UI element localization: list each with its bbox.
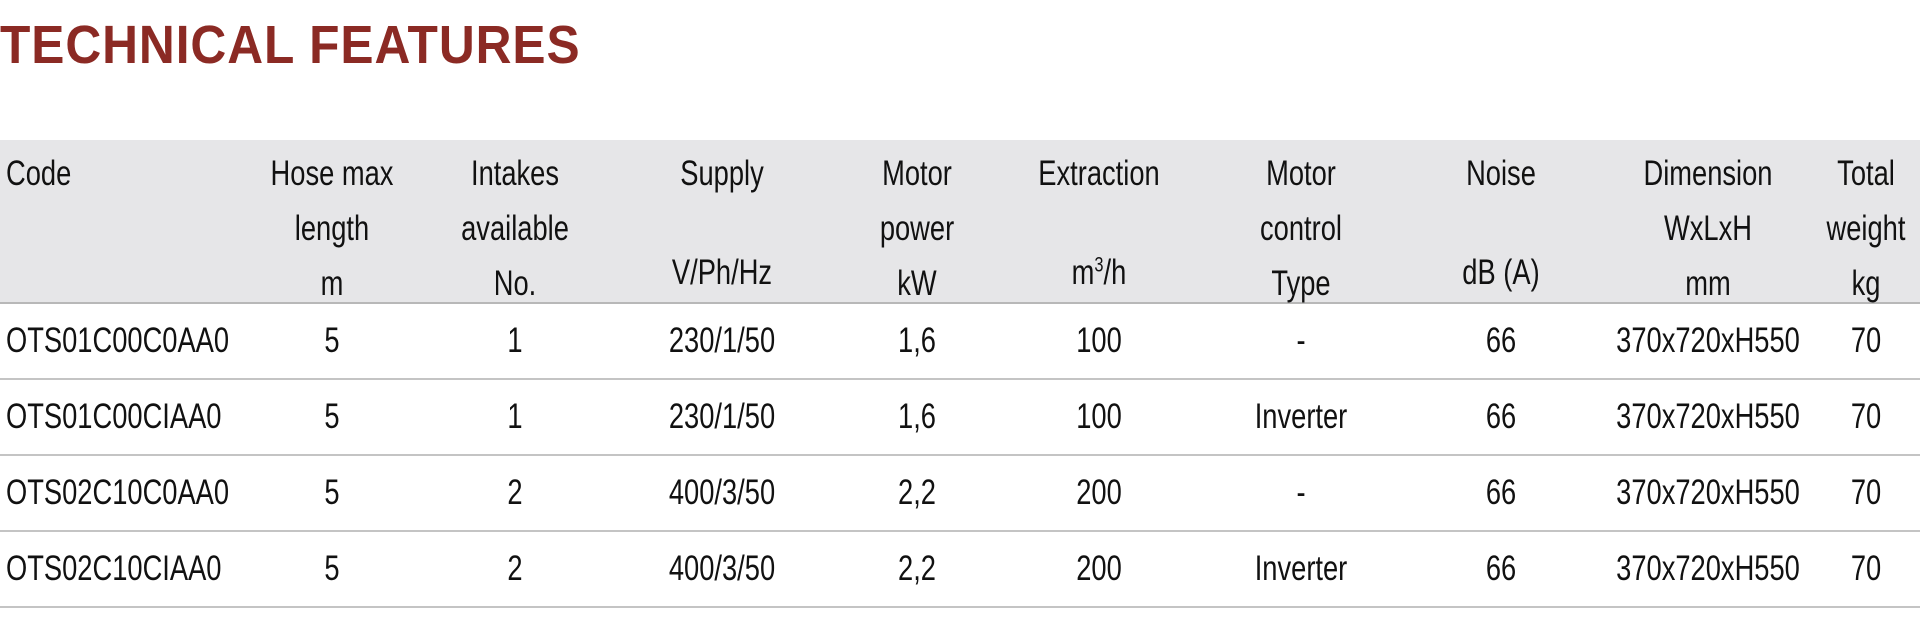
cell-hose-length: 5 [324,321,340,360]
cell-dimension: 370x720xH550 [1616,397,1800,436]
table-row: OTS02C10CIAA0 5 2 400/3/50 2,2 200 Inver… [0,532,1920,608]
cell-supply: 230/1/50 [668,321,776,360]
cell-extraction: 200 [1076,549,1122,588]
cell-weight: 70 [1850,549,1882,588]
column-header-supply: Supply V/Ph/Hz [671,154,773,292]
cell-weight: 70 [1850,321,1882,360]
page-title: TECHNICAL FEATURES [0,15,581,75]
column-header-dimension: Dimension WxLxH mm [1643,154,1773,303]
cell-extraction: 100 [1076,321,1122,360]
cell-intakes: 2 [507,473,523,512]
cell-noise: 66 [1485,549,1517,588]
cell-noise: 66 [1485,473,1517,512]
cell-noise: 66 [1485,397,1517,436]
cell-motor-power: 1,6 [898,321,936,360]
cell-motor-power: 1,6 [898,397,936,436]
cell-supply: 400/3/50 [668,549,776,588]
cell-motor-control: Inverter [1254,397,1348,436]
technical-features-table: Code Hose max length m Intakes available… [0,140,1920,608]
cell-intakes: 2 [507,549,523,588]
cell-weight: 70 [1850,473,1882,512]
cell-weight: 70 [1850,397,1882,436]
cell-code: OTS02C10CIAA0 [6,549,222,588]
table-header: Code Hose max length m Intakes available… [0,140,1920,304]
cell-motor-control: Inverter [1254,549,1348,588]
cell-supply: 400/3/50 [668,473,776,512]
cell-hose-length: 5 [324,549,340,588]
cell-motor-power: 2,2 [898,473,936,512]
cell-code: OTS01C00C0AA0 [6,321,230,360]
table-row: OTS02C10C0AA0 5 2 400/3/50 2,2 200 - 66 … [0,456,1920,532]
column-header-intakes: Intakes available No. [461,154,569,303]
column-header-code: Code [6,154,72,193]
cell-code: OTS02C10C0AA0 [6,473,230,512]
cell-code: OTS01C00CIAA0 [6,397,222,436]
cell-dimension: 370x720xH550 [1616,321,1800,360]
cell-hose-length: 5 [324,473,340,512]
cell-noise: 66 [1485,321,1517,360]
cell-motor-control: - [1296,321,1306,360]
cell-intakes: 1 [507,321,523,360]
cell-motor-power: 2,2 [898,549,936,588]
cell-hose-length: 5 [324,397,340,436]
cell-dimension: 370x720xH550 [1616,473,1800,512]
cell-intakes: 1 [507,397,523,436]
column-header-total-weight: Total weight kg [1826,154,1906,303]
column-header-noise: Noise dB (A) [1462,154,1540,292]
column-header-extraction: Extraction m3/h [1038,154,1160,292]
cell-dimension: 370x720xH550 [1616,549,1800,588]
column-header-motor-control: Motor control Type [1260,154,1342,303]
column-header-motor-power: Motor power kW [879,154,955,303]
column-header-hose-length: Hose max length m [270,154,394,303]
table-row: OTS01C00CIAA0 5 1 230/1/50 1,6 100 Inver… [0,380,1920,456]
cell-extraction: 100 [1076,397,1122,436]
cell-supply: 230/1/50 [668,397,776,436]
table-row: OTS01C00C0AA0 5 1 230/1/50 1,6 100 - 66 … [0,304,1920,380]
cell-extraction: 200 [1076,473,1122,512]
cell-motor-control: - [1296,473,1306,512]
